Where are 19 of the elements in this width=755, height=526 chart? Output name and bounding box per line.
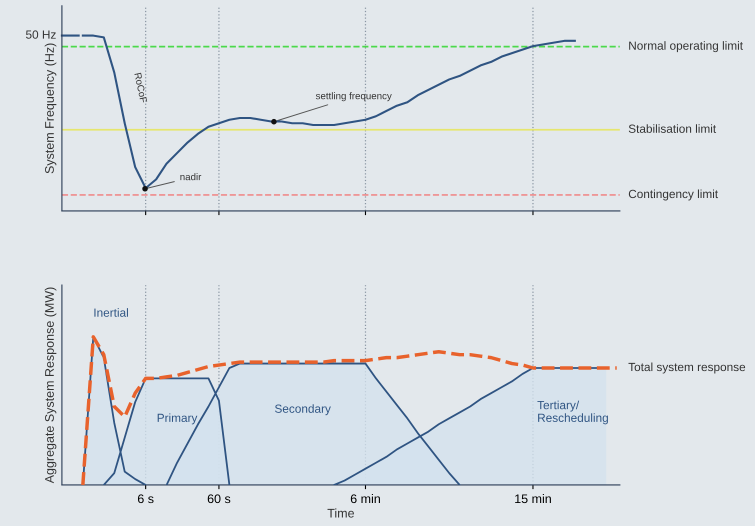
series-label: Primary — [158, 413, 198, 424]
x-tick-label: 60 s — [208, 494, 230, 504]
series-label: Secondary — [274, 404, 331, 416]
annotation: settling frequency — [316, 92, 392, 102]
y-axis-title: System Frequency (Hz) — [44, 43, 56, 174]
ref-line-label: Contingency limit — [628, 189, 718, 200]
series-label: Tertiary/ Rescheduling — [537, 400, 608, 424]
x-axis-title: Time — [328, 508, 354, 518]
text: 50 Hz — [26, 30, 56, 39]
ref-line-label: Normal operating limit — [629, 41, 743, 52]
annotation: RoCoF — [134, 72, 148, 104]
annotation: nadir — [180, 173, 202, 180]
ref-line-label: Stabilisation limit — [628, 124, 716, 133]
x-tick-label: 6 min — [350, 494, 380, 504]
series-label: Total system response — [628, 362, 746, 374]
x-tick-label: 6 s — [138, 494, 154, 504]
y-axis-title: Aggregate System Response (MW) — [44, 288, 56, 484]
series-label: Inertial — [94, 308, 128, 317]
x-tick-label: 15 min — [515, 494, 551, 504]
